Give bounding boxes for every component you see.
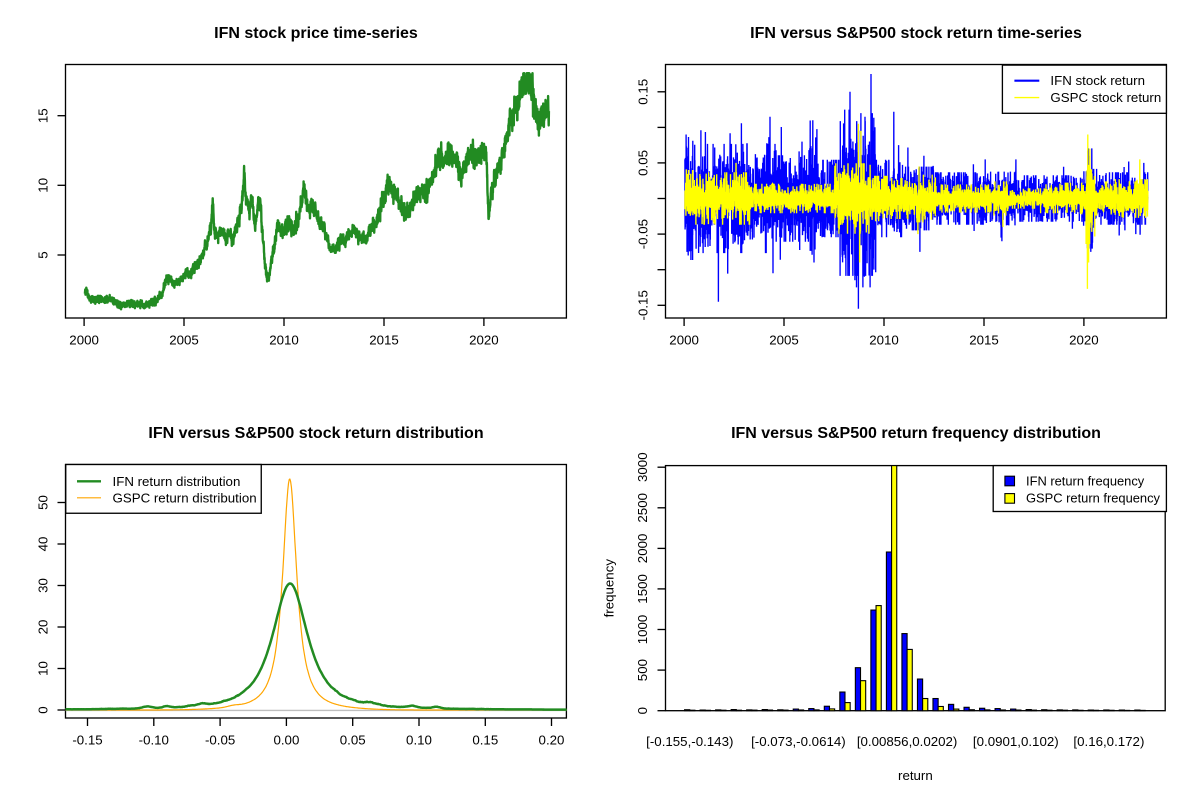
svg-text:GSPC return distribution: GSPC return distribution [113,490,257,505]
svg-text:frequency: frequency [602,559,617,618]
svg-text:3000: 3000 [635,452,650,482]
svg-text:10: 10 [36,178,51,193]
svg-text:IFN versus S&P500 stock return: IFN versus S&P500 stock return distribut… [148,425,483,442]
svg-text:[-0.155,-0.143): [-0.155,-0.143) [646,734,733,749]
svg-text:0.15: 0.15 [636,79,651,105]
svg-text:1500: 1500 [635,574,650,604]
svg-text:2020: 2020 [1069,333,1099,348]
svg-text:IFN stock price time-series: IFN stock price time-series [214,25,418,42]
svg-text:15: 15 [36,108,51,123]
svg-text:-0.05: -0.05 [636,219,651,249]
svg-text:0.00: 0.00 [273,733,299,748]
svg-text:-0.15: -0.15 [636,290,651,320]
svg-text:10: 10 [36,661,51,676]
svg-text:30: 30 [36,578,51,593]
svg-text:2015: 2015 [969,333,999,348]
svg-text:[0.00856,0.0202): [0.00856,0.0202) [857,734,958,749]
svg-text:[0.16,0.172): [0.16,0.172) [1073,734,1144,749]
svg-text:2010: 2010 [269,333,299,348]
svg-text:0.15: 0.15 [472,733,498,748]
svg-text:0.05: 0.05 [340,733,366,748]
svg-text:2000: 2000 [669,333,699,348]
svg-text:5: 5 [36,251,51,258]
svg-text:2015: 2015 [369,333,399,348]
svg-text:[-0.073,-0.0614): [-0.073,-0.0614) [751,734,846,749]
svg-text:GSPC return frequency: GSPC return frequency [1026,491,1161,506]
svg-text:IFN return frequency: IFN return frequency [1026,473,1145,488]
svg-text:0: 0 [635,707,650,714]
svg-text:2000: 2000 [69,333,99,348]
svg-text:0.05: 0.05 [636,150,651,176]
svg-text:2000: 2000 [635,534,650,564]
svg-text:return: return [898,768,933,783]
svg-text:-0.05: -0.05 [205,733,235,748]
svg-text:2500: 2500 [635,493,650,523]
svg-text:-0.15: -0.15 [72,733,102,748]
svg-text:0: 0 [36,706,51,713]
svg-text:50: 50 [36,495,51,510]
svg-text:IFN versus S&P500 return frequ: IFN versus S&P500 return frequency distr… [731,425,1101,442]
svg-text:2010: 2010 [869,333,899,348]
svg-text:IFN versus S&P500 stock return: IFN versus S&P500 stock return time-seri… [750,25,1082,42]
svg-text:IFN stock return: IFN stock return [1050,73,1145,88]
svg-text:[0.0901,0.102): [0.0901,0.102) [973,734,1059,749]
svg-text:20: 20 [36,620,51,635]
svg-text:2020: 2020 [469,333,499,348]
svg-text:1000: 1000 [635,615,650,645]
svg-text:GSPC stock return: GSPC stock return [1050,90,1161,105]
svg-text:0.10: 0.10 [406,733,432,748]
svg-text:500: 500 [635,659,650,681]
svg-text:0.20: 0.20 [539,733,565,748]
svg-text:2005: 2005 [169,333,199,348]
svg-text:IFN return distribution: IFN return distribution [113,474,241,489]
svg-text:-0.10: -0.10 [139,733,169,748]
svg-text:40: 40 [36,537,51,552]
svg-text:2005: 2005 [769,333,799,348]
